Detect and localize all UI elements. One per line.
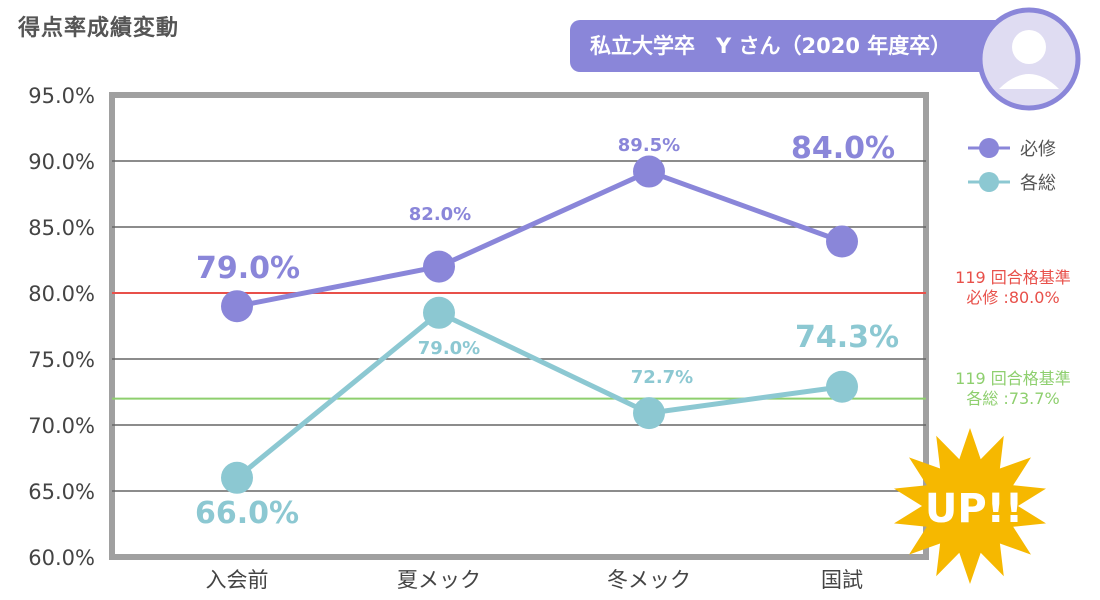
- data-label: 74.3%: [795, 320, 899, 355]
- plot-frame: [109, 92, 929, 560]
- y-tick-label: 80.0%: [28, 282, 95, 306]
- y-tick-label: 70.0%: [28, 414, 95, 438]
- data-label: 89.5%: [618, 135, 680, 156]
- data-point: [221, 461, 253, 494]
- x-tick-label: 夏メック: [397, 568, 481, 592]
- reference-label-line2: 必修 :80.0%: [966, 288, 1059, 307]
- data-label: 72.7%: [631, 367, 693, 388]
- data-label: 66.0%: [195, 496, 299, 531]
- student-badge: 私立大学卒 Y さん（2020 年度卒）: [570, 20, 1010, 72]
- y-tick-label: 75.0%: [28, 348, 95, 372]
- legend-label: 各総: [1020, 173, 1056, 194]
- legend-marker: [979, 138, 999, 158]
- up-burst-text: UP!!: [925, 486, 1023, 532]
- chart-title: 得点率成績変動: [18, 16, 180, 41]
- data-label: 79.0%: [418, 338, 480, 359]
- data-point: [826, 225, 858, 258]
- legend-label: 必修: [1020, 139, 1056, 160]
- data-label: 82.0%: [409, 204, 471, 225]
- y-tick-label: 95.0%: [28, 84, 95, 108]
- x-tick-label: 国試: [821, 568, 863, 592]
- up-burst-shape: [894, 428, 1046, 584]
- data-label: 84.0%: [791, 131, 895, 166]
- x-tick-label: 冬メック: [607, 568, 691, 592]
- reference-label-line1: 119 回合格基準: [955, 369, 1071, 388]
- y-tick-label: 65.0%: [28, 480, 95, 504]
- y-tick-label: 90.0%: [28, 150, 95, 174]
- data-point: [221, 290, 253, 323]
- reference-label-line1: 119 回合格基準: [955, 268, 1071, 287]
- legend-marker: [979, 172, 999, 192]
- data-point: [633, 155, 665, 188]
- data-point: [423, 250, 455, 283]
- series-line-kakuso: [235, 310, 843, 480]
- y-tick-label: 60.0%: [28, 546, 95, 570]
- data-label: 79.0%: [196, 251, 300, 286]
- x-tick-label: 入会前: [206, 568, 269, 592]
- data-point: [826, 370, 858, 403]
- user-avatar-icon: [977, 7, 1081, 111]
- reference-label-line2: 各総 :73.7%: [966, 389, 1059, 408]
- y-tick-label: 85.0%: [28, 216, 95, 240]
- data-point: [633, 397, 665, 430]
- data-point: [423, 296, 455, 329]
- series-line-hissyu: [236, 169, 843, 309]
